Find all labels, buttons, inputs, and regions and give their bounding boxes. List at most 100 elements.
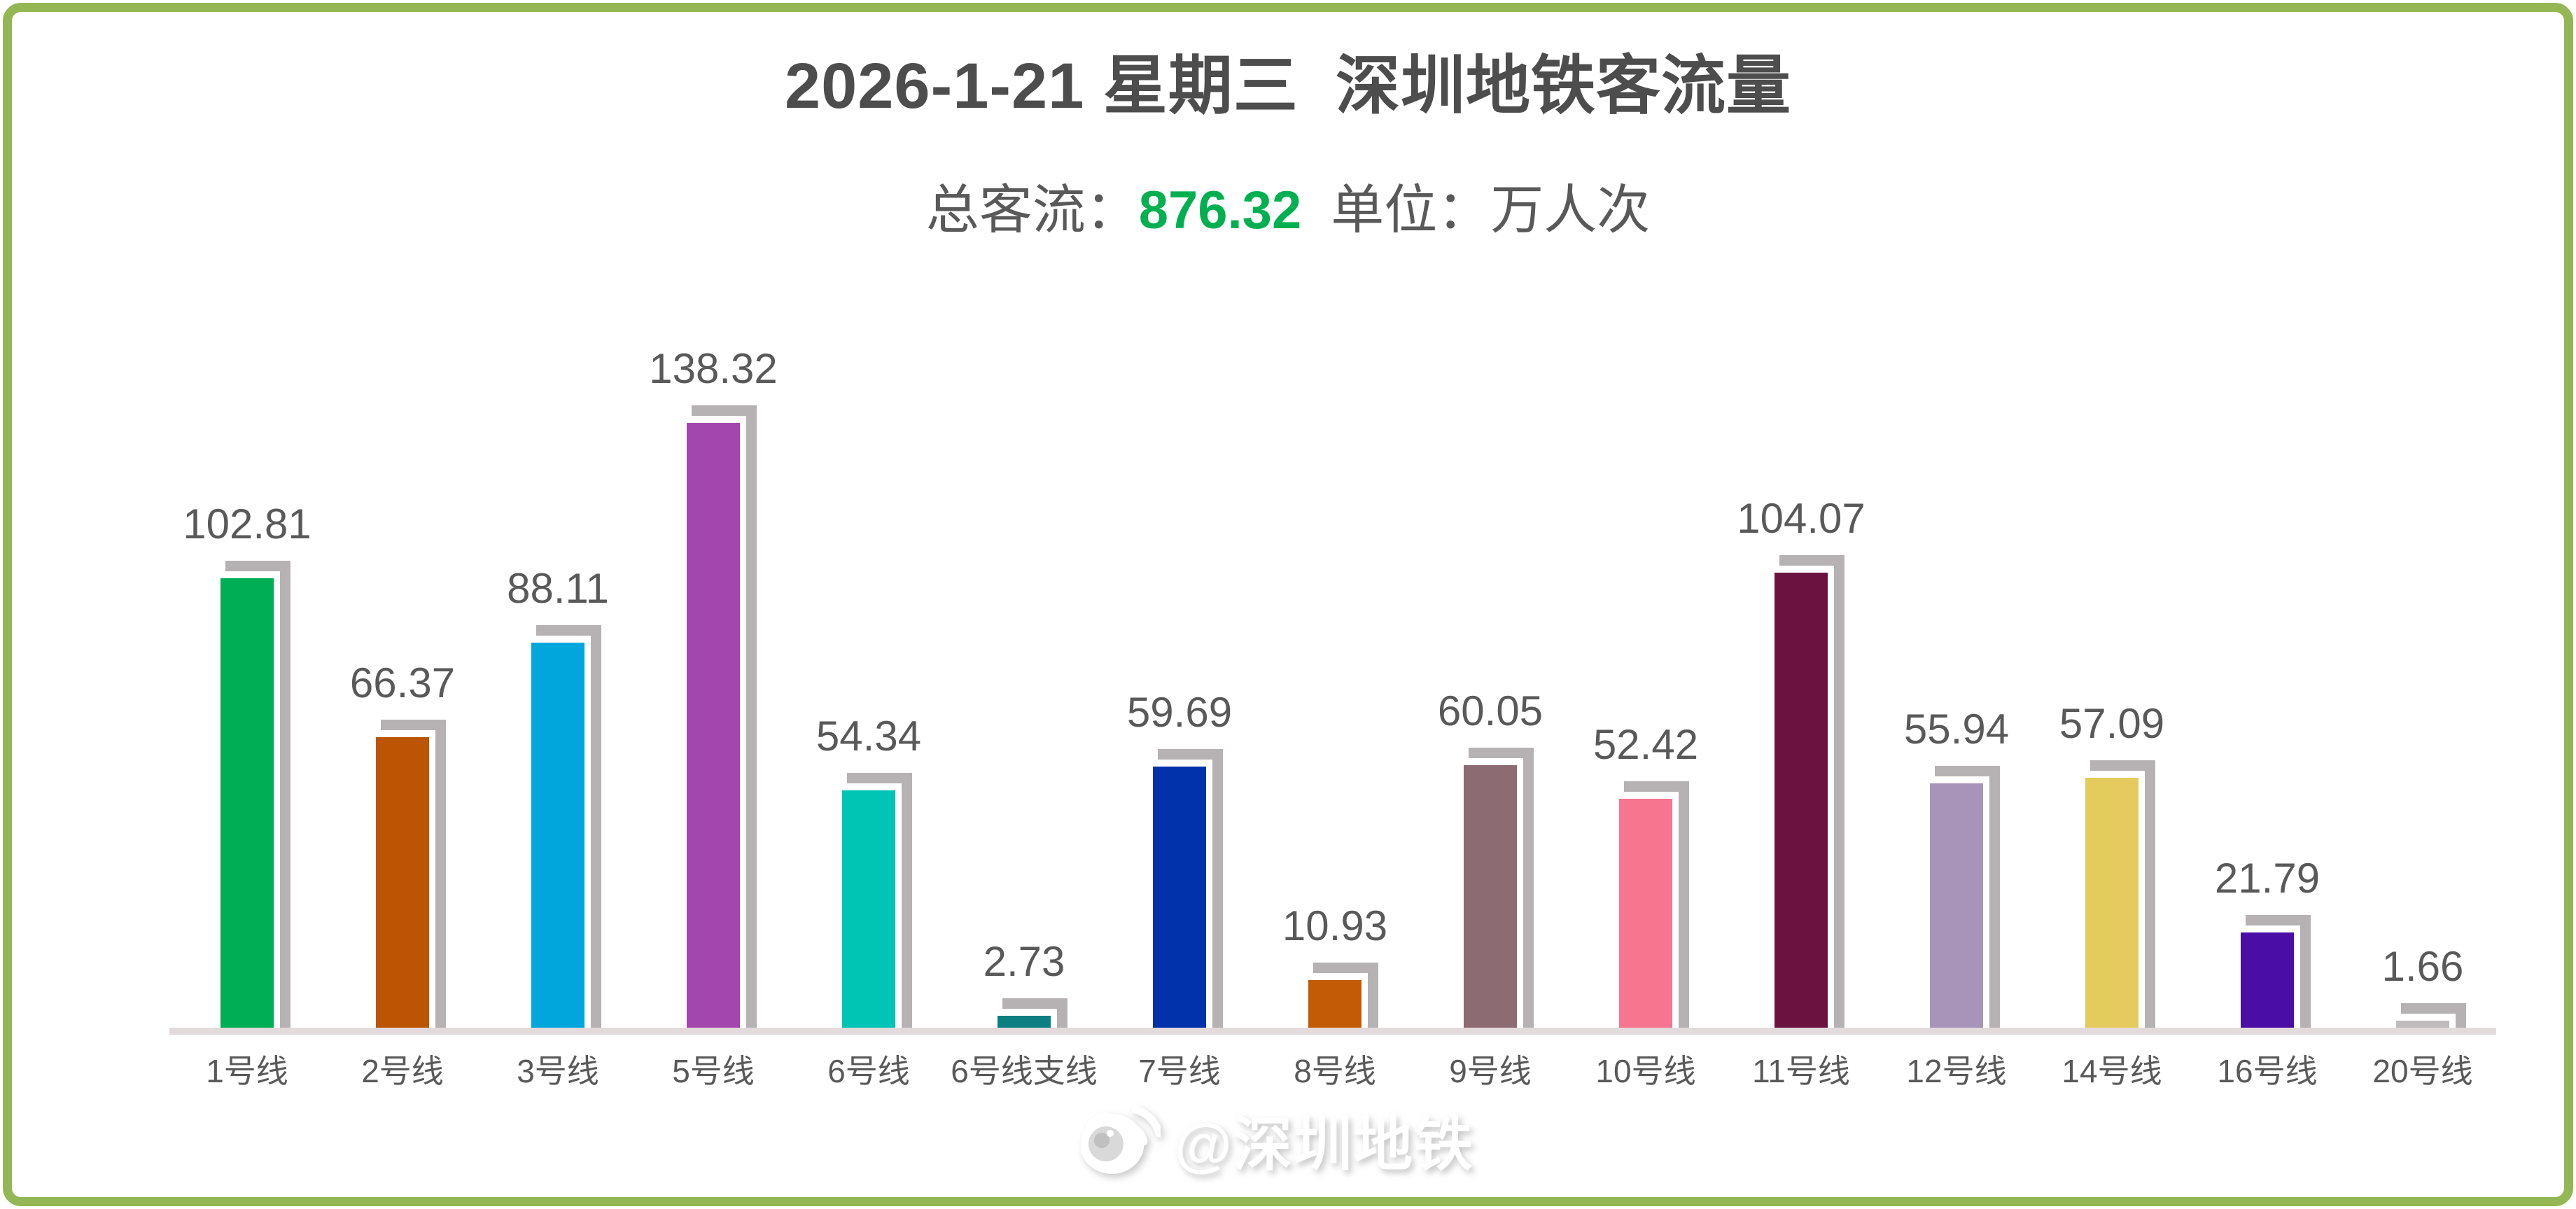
bar-12	[1930, 783, 1983, 1028]
bar-group-4: 138.32 5号线	[649, 347, 778, 1089]
category-label: 6号线支线	[951, 1053, 1098, 1089]
value-label: 66.37	[349, 659, 456, 706]
watermark-text: @深圳地铁	[1174, 1112, 1474, 1177]
bar-group-2: 66.37 2号线	[350, 661, 455, 1089]
bar-7	[1153, 767, 1206, 1028]
bar-shadow-cap	[1935, 766, 2000, 776]
bar-9	[1464, 765, 1517, 1028]
weibo-icon	[1080, 1105, 1161, 1174]
bar-group-9: 60.05 9号线	[1438, 689, 1543, 1089]
bar-10	[1619, 799, 1672, 1028]
bar-group-7: 59.69 7号线	[1127, 690, 1232, 1089]
bar-shadow-cap	[847, 773, 912, 783]
bar-group-15: 1.66 20号线	[2372, 944, 2472, 1089]
bar-11	[1774, 573, 1828, 1028]
bar-group-13: 57.09 14号线	[2059, 701, 2164, 1089]
value-label: 88.11	[507, 565, 609, 612]
bar-group-3: 88.11 3号线	[507, 566, 609, 1089]
bar-shadow-cap	[2090, 760, 2155, 771]
bar-shadow-strip	[1989, 766, 2000, 1028]
value-label: 138.32	[649, 345, 778, 392]
bar-shadow-cap	[536, 625, 601, 636]
category-label: 16号线	[2217, 1053, 2318, 1089]
bar-shadow-cap	[1624, 781, 1689, 792]
bar-shadow-cap	[2246, 915, 2311, 925]
value-label: 1.66	[2381, 943, 2464, 990]
bar-shadow-cap	[1313, 963, 1378, 973]
category-label: 9号线	[1449, 1053, 1532, 1089]
bar-shadow-strip	[1057, 998, 1068, 1028]
bar-shadow-strip	[1212, 749, 1223, 1028]
category-label: 8号线	[1294, 1053, 1376, 1089]
category-label: 1号线	[206, 1053, 288, 1089]
bar-shadow-strip	[591, 625, 601, 1028]
bar-shadow-cap	[1779, 555, 1844, 566]
bar-shadow-strip	[280, 561, 290, 1028]
weibo-watermark: @深圳地铁	[1070, 1098, 1474, 1182]
bar-shadow-strip	[746, 405, 757, 1028]
chart-subtitle: 总客流：876.32 单位：万人次	[0, 167, 2576, 244]
category-label: 2号线	[361, 1053, 444, 1089]
bar-1	[220, 578, 274, 1028]
bar-group-10: 52.42 10号线	[1593, 722, 1698, 1089]
bar-5	[842, 790, 895, 1028]
category-label: 12号线	[1906, 1053, 2007, 1089]
bar-13	[2085, 778, 2138, 1028]
category-label: 7号线	[1138, 1053, 1221, 1089]
bar-shadow-strip	[1679, 781, 1689, 1028]
bar-group-5: 54.34 6号线	[816, 714, 921, 1089]
bar-group-1: 102.81 1号线	[183, 502, 312, 1089]
bar-shadow-cap	[225, 561, 290, 571]
x-axis-line	[169, 1028, 2496, 1035]
category-label: 5号线	[672, 1053, 755, 1089]
bar-shadow-cap	[381, 720, 446, 730]
bar-group-8: 10.93 8号线	[1282, 904, 1387, 1089]
value-label: 55.94	[1903, 706, 2010, 753]
bar-shadow-cap	[692, 405, 757, 416]
bar-8	[1308, 980, 1362, 1028]
unit-label: 单位：万人次	[1331, 181, 1651, 240]
value-label: 54.34	[816, 713, 922, 760]
value-label: 59.69	[1126, 689, 1233, 736]
bar-shadow-strip	[2145, 760, 2155, 1028]
bar-shadow-strip	[1834, 555, 1844, 1028]
value-label: 57.09	[2059, 700, 2165, 747]
bar-14	[2241, 932, 2294, 1028]
bar-shadow-strip	[435, 720, 446, 1028]
bar-group-12: 55.94 12号线	[1904, 707, 2009, 1089]
category-label: 14号线	[2062, 1053, 2162, 1089]
value-label: 104.07	[1737, 495, 1865, 542]
bar-3	[531, 643, 584, 1028]
category-label: 20号线	[2372, 1053, 2473, 1089]
bar-15	[2396, 1021, 2449, 1028]
bar-shadow-strip	[2300, 915, 2311, 1028]
bar-4	[687, 423, 740, 1028]
bar-shadow-strip	[1523, 748, 1534, 1028]
value-label: 52.42	[1592, 721, 1699, 768]
value-label: 60.05	[1437, 687, 1544, 734]
value-label: 2.73	[983, 938, 1065, 985]
value-label: 102.81	[183, 501, 312, 547]
bar-group-14: 21.79 16号线	[2215, 856, 2320, 1089]
bar-shadow-strip	[2456, 1003, 2466, 1028]
total-value: 876.32	[1138, 181, 1302, 240]
category-label: 11号线	[1752, 1053, 1850, 1089]
bar-group-6: 2.73 6号线支线	[951, 939, 1098, 1089]
category-label: 10号线	[1595, 1053, 1696, 1089]
bar-shadow-strip	[902, 773, 912, 1028]
bar-shadow-strip	[1368, 963, 1378, 1028]
bar-2	[376, 737, 429, 1028]
bar-shadow-cap	[1158, 749, 1223, 760]
total-label: 总客流：	[925, 181, 1139, 240]
value-label: 10.93	[1282, 902, 1388, 949]
bar-shadow-cap	[1002, 998, 1068, 1009]
page-title: 2026-1-21 星期三 深圳地铁客流量	[784, 50, 1792, 122]
bar-shadow-cap	[1469, 748, 1534, 758]
category-label: 6号线	[827, 1053, 910, 1089]
bar-group-11: 104.07 11号线	[1737, 496, 1865, 1089]
bar-6	[997, 1016, 1051, 1028]
bar-shadow-cap	[2401, 1003, 2466, 1014]
value-label: 21.79	[2214, 855, 2320, 902]
category-label: 3号线	[517, 1053, 599, 1089]
